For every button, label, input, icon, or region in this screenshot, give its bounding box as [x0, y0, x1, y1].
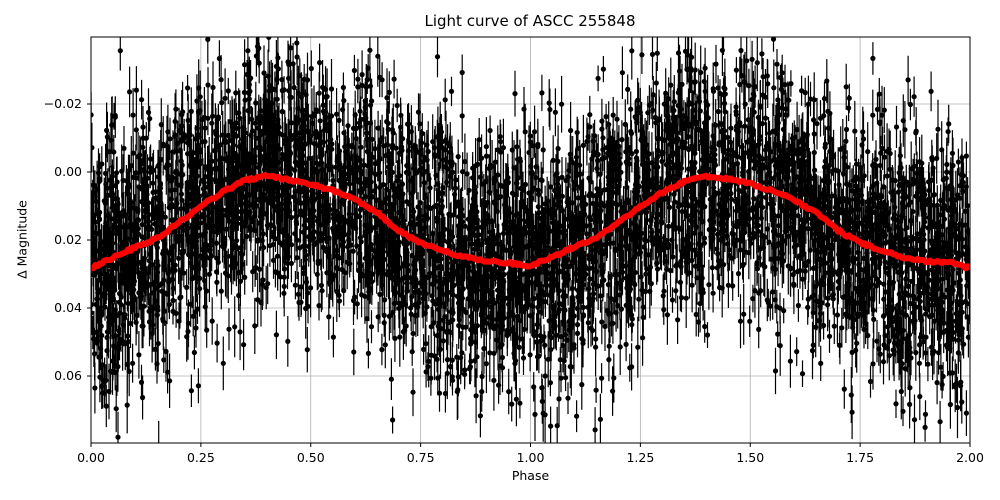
x-tick-label: 0.25	[186, 450, 215, 465]
tick-marks	[87, 103, 971, 447]
x-tick-label: 0.50	[296, 450, 325, 465]
x-tick-label: 1.25	[626, 450, 655, 465]
y-tick-label: 0.00	[54, 164, 82, 179]
y-tick-label: 0.06	[54, 368, 82, 383]
x-tick-label: 0.00	[77, 450, 105, 465]
chart-title: Light curve of ASCC 255848	[424, 12, 636, 30]
y-tick-label: 0.02	[54, 232, 82, 247]
x-tick-label: 1.00	[516, 450, 545, 465]
y-tick-label: −0.02	[43, 96, 82, 111]
x-tick-label: 2.00	[956, 450, 984, 465]
x-tick-label: 1.50	[736, 450, 765, 465]
x-tick-label: 1.75	[846, 450, 875, 465]
x-tick-label: 0.75	[406, 450, 435, 465]
binned-curve	[91, 172, 970, 272]
y-tick-label: 0.04	[54, 300, 82, 315]
x-axis-label: Phase	[511, 468, 550, 483]
